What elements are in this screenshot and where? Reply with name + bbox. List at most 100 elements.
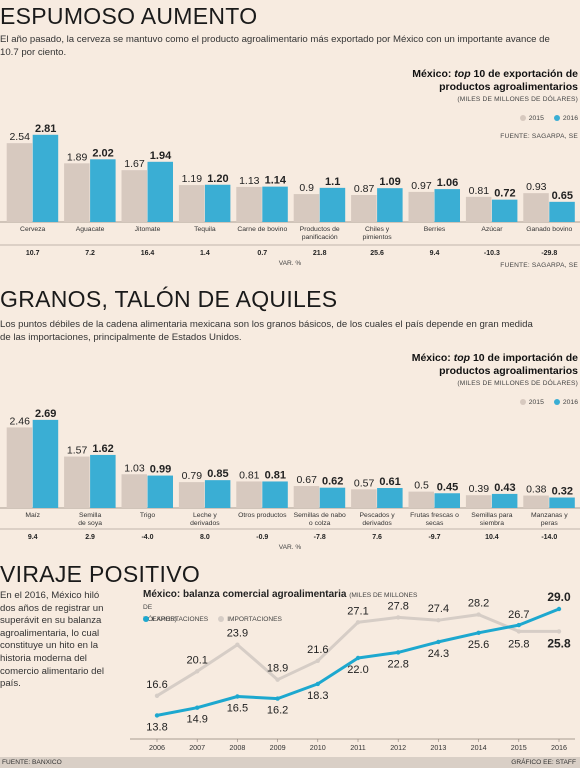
legend-swatch-2015 [519, 115, 526, 121]
exports-bar-2015-2 [121, 170, 147, 222]
legend-item-2016-b: 2016 [553, 399, 578, 406]
imports-category-2-0: Trigo [140, 512, 155, 519]
exports-bar-2016-8 [491, 199, 518, 222]
exports-label-2016-2: 1.94 [150, 150, 172, 162]
deck-imports: Los puntos débiles de la cadena alimenta… [0, 319, 533, 343]
chart-title-imports-line2: productos agroalimentarios [439, 365, 578, 377]
imports-label-2015-4: 0.81 [239, 469, 260, 481]
legend-swatch-2015-b [519, 399, 526, 405]
imports-bar-2016-1 [90, 454, 116, 508]
imports-bar-2015-2 [121, 474, 147, 508]
balance-label-exports-2006: 13.8 [146, 721, 167, 733]
imports-label-2016-7: 0.45 [437, 481, 458, 493]
headline-exports: ESPUMOSO AUMENTO [0, 3, 258, 29]
balance-label-imports-2010: 21.6 [307, 644, 328, 656]
balance-tick-label-2007: 2007 [189, 743, 205, 752]
imports-variation-1: 2.9 [85, 534, 95, 541]
exports-bar-2016-1 [90, 159, 116, 222]
exports-label-2016-4: 1.14 [265, 175, 287, 187]
exports-category-5-1: panificación [302, 234, 338, 241]
exports-label-2016-0: 2.81 [35, 123, 56, 135]
exports-bar-2016-4 [262, 186, 288, 222]
exports-bar-2015-4 [236, 186, 262, 222]
exports-label-2015-4: 1.13 [239, 175, 260, 187]
imports-label-2016-5: 0.62 [322, 476, 343, 488]
balance-point-exportaciones-2008 [235, 694, 240, 699]
legend-swatch-2016 [553, 115, 560, 121]
balance-label-exports-2011: 22.0 [347, 664, 368, 676]
exports-category-4-0: Carne de bovino [237, 226, 287, 233]
chart-balance: 2006 2007 2008 2009 2010 2011 2012 2013 2014 2015… [130, 590, 575, 752]
exports-label-2015-7: 0.97 [411, 180, 432, 192]
units-balance-b: DÓLARES) [143, 616, 177, 623]
exports-variation-5: 21.8 [313, 250, 327, 257]
chart-title-exports-line2: productos agroalimentarios [439, 81, 578, 93]
chart-title-imports: México: top 10 de importación de product… [412, 352, 578, 378]
headline-balance: VIRAJE POSITIVO [0, 561, 201, 587]
imports-label-2015-2: 1.03 [124, 462, 145, 474]
imports-category-1-1: de soya [78, 520, 102, 527]
legend-swatch-imports [218, 616, 225, 622]
exports-category-2-0: Jitomate [135, 226, 161, 233]
balance-point-exportaciones-2009 [275, 696, 280, 701]
imports-bar-2015-4 [236, 481, 262, 508]
exports-category-8-0: Azúcar [481, 226, 503, 233]
imports-variation-0: 9.4 [28, 534, 38, 541]
imports-label-2016-8: 0.43 [494, 482, 515, 494]
imports-bar-2016-0 [32, 419, 59, 508]
imports-bar-2016-7 [434, 493, 460, 508]
imports-variation-4: -0.9 [256, 534, 268, 541]
exports-variation-3: 1.4 [200, 250, 210, 257]
balance-tick-label-2008: 2008 [229, 743, 245, 752]
balance-point-importaciones-2012 [396, 615, 401, 620]
balance-point-exportaciones-2007 [195, 705, 200, 710]
balance-label-exports-2015: 26.7 [508, 609, 529, 621]
exports-label-2015-0: 2.54 [9, 131, 30, 143]
balance-label-exports-2009: 16.2 [267, 705, 288, 717]
legend-item-2016: 2016 [553, 115, 578, 122]
exports-bar-2016-3 [204, 184, 231, 222]
exports-category-6-0: Chiles y [365, 226, 390, 233]
balance-point-exportaciones-2011 [355, 655, 361, 661]
exports-variation-axis-label: VAR. % [279, 260, 302, 267]
balance-point-importaciones-2015 [516, 629, 521, 634]
legend-swatch-2016-b [553, 399, 560, 405]
exports-label-2015-3: 1.19 [182, 173, 203, 185]
chart-title-imports-italic: top [453, 352, 471, 364]
balance-point-exportaciones-2013 [436, 639, 441, 645]
imports-category-0-0: Maíz [25, 512, 40, 519]
exports-variation-0: 10.7 [26, 250, 40, 257]
legend-imports: 2015 2016 [519, 399, 578, 406]
balance-label-exports-2008: 16.5 [227, 703, 248, 715]
footer: FUENTE: BANXICO GRÁFICO EE: STAFF [0, 757, 580, 768]
balance-point-exportaciones-2014 [476, 630, 481, 635]
balance-label-imports-2014: 28.2 [468, 598, 489, 610]
chart-title-exports-rest: 10 de exportación de [470, 68, 578, 80]
imports-category-5-0: Semillas de nabo [294, 512, 346, 519]
exports-label-2016-8: 0.72 [494, 188, 515, 200]
imports-label-2015-8: 0.39 [469, 483, 490, 495]
imports-bar-2015-0 [6, 427, 33, 508]
source-exports-bottom: FUENTE: SAGARPA, SE [500, 262, 578, 269]
exports-variation-2: 16.4 [141, 250, 155, 257]
exports-bar-2015-1 [64, 163, 90, 222]
imports-category-7-1: secas [426, 520, 444, 527]
imports-label-2016-3: 0.85 [207, 468, 228, 480]
exports-bar-2016-2 [147, 161, 173, 222]
balance-label-imports-2006: 16.6 [146, 679, 167, 691]
balance-line-importaciones [156, 613, 559, 698]
balance-label-imports-2013: 27.4 [428, 603, 449, 615]
imports-category-7-0: Frutas frescas o [410, 512, 459, 519]
exports-bar-2016-0 [32, 134, 59, 222]
imports-category-6-0: Pescados y [360, 512, 396, 519]
balance-line-exportaciones [156, 607, 560, 717]
exports-category-1-0: Aguacate [76, 226, 105, 233]
imports-category-8-0: Semillas para [471, 512, 512, 519]
imports-category-6-1: derivados [362, 520, 392, 527]
balance-point-importaciones-2013 [436, 618, 441, 623]
balance-point-importaciones-2011 [355, 620, 361, 625]
legend-item-2015-b: 2015 [519, 399, 544, 406]
balance-tick-label-2006: 2006 [149, 743, 165, 752]
legend-item-imports: IMPORTACIONES [218, 616, 282, 623]
balance-label-imports-2016: 25.8 [547, 636, 571, 650]
